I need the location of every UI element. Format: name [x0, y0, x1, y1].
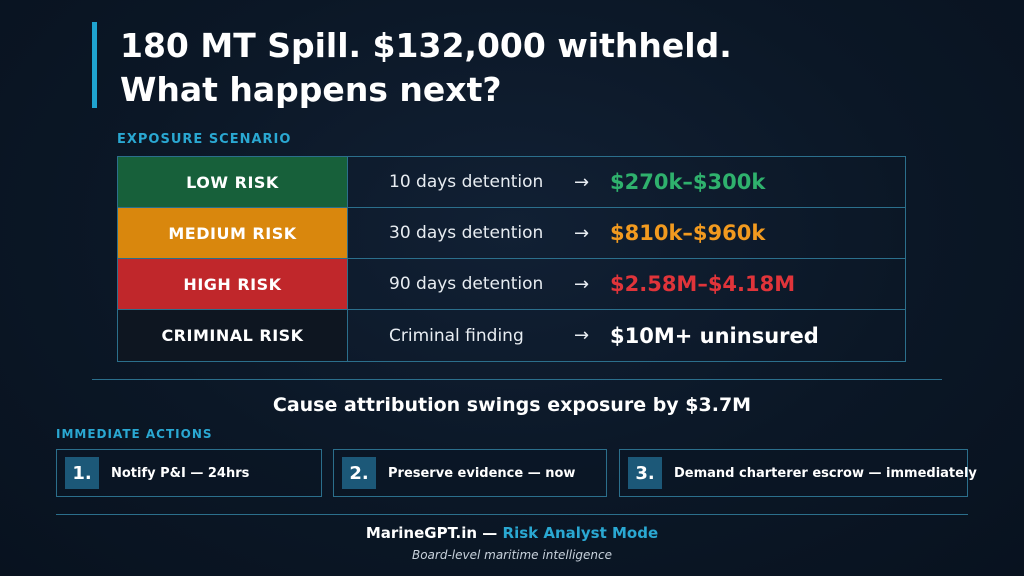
risk-level-criminal: CRIMINAL RISK: [118, 310, 348, 361]
arrow-icon: →: [574, 171, 590, 193]
exposure-headline: Cause attribution swings exposure by $3.…: [272, 394, 752, 416]
cost-high: $2.58M–$4.18M: [610, 272, 796, 296]
cost-criminal: $10M+ uninsured: [610, 323, 819, 348]
arrow-icon: →: [574, 273, 590, 295]
cost-low: $270k–$300k: [610, 170, 766, 194]
title-line-2: What happens next?: [120, 70, 502, 109]
action-number-badge: 1.: [65, 457, 99, 489]
exposure-table: LOW RISK 10 days detention → $270k–$300k…: [117, 156, 906, 362]
action-text: Demand charterer escrow — immediately: [674, 465, 977, 481]
brand-separator: —: [482, 524, 498, 542]
risk-row-low: LOW RISK 10 days detention → $270k–$300k: [118, 157, 905, 208]
section-divider: [92, 379, 942, 380]
footer-brand: MarineGPT.in — Risk Analyst Mode: [0, 524, 1024, 542]
immediate-actions-label: IMMEDIATE ACTIONS: [56, 427, 213, 441]
brand-name: MarineGPT.in: [365, 524, 478, 542]
footer-divider: [56, 514, 968, 515]
action-card-2: 2. Preserve evidence — now: [333, 449, 607, 497]
action-text: Preserve evidence — now: [388, 465, 576, 481]
risk-row-medium: MEDIUM RISK 30 days detention → $810k–$9…: [118, 208, 905, 259]
detention-criminal: Criminal finding: [389, 325, 524, 346]
risk-level-high: HIGH RISK: [118, 259, 348, 309]
brand-mode: Risk Analyst Mode: [502, 524, 659, 542]
action-number-badge: 2.: [342, 457, 376, 489]
risk-row-high: HIGH RISK 90 days detention → $2.58M–$4.…: [118, 259, 905, 310]
risk-row-criminal: CRIMINAL RISK Criminal finding → $10M+ u…: [118, 310, 905, 361]
detention-high: 90 days detention: [389, 274, 544, 294]
arrow-icon: →: [574, 325, 590, 346]
arrow-icon: →: [574, 222, 590, 244]
page-title: 180 MT Spill. $132,000 withheld. What ha…: [120, 24, 732, 112]
title-accent-bar: [92, 22, 97, 108]
action-text: Notify P&I — 24hrs: [111, 465, 250, 481]
title-line-1: 180 MT Spill. $132,000 withheld.: [120, 26, 732, 65]
detention-low: 10 days detention: [389, 172, 544, 192]
footer-tagline: Board-level maritime intelligence: [411, 548, 612, 562]
action-card-3: 3. Demand charterer escrow — immediately: [619, 449, 977, 497]
exposure-scenario-label: EXPOSURE SCENARIO: [117, 132, 292, 147]
risk-level-medium: MEDIUM RISK: [118, 208, 348, 258]
action-number-badge: 3.: [628, 457, 662, 489]
cost-medium: $810k–$960k: [610, 221, 766, 245]
risk-level-low: LOW RISK: [118, 157, 348, 207]
action-card-1: 1. Notify P&I — 24hrs: [56, 449, 322, 497]
detention-medium: 30 days detention: [389, 223, 544, 243]
